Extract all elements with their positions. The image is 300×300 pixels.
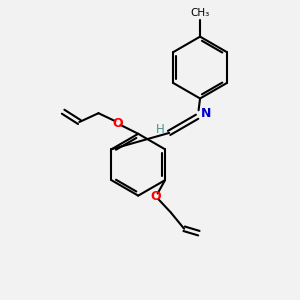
Text: O: O: [112, 117, 123, 130]
Text: CH₃: CH₃: [190, 8, 210, 18]
Text: O: O: [151, 190, 161, 203]
Text: N: N: [201, 107, 211, 120]
Text: H: H: [156, 123, 165, 136]
